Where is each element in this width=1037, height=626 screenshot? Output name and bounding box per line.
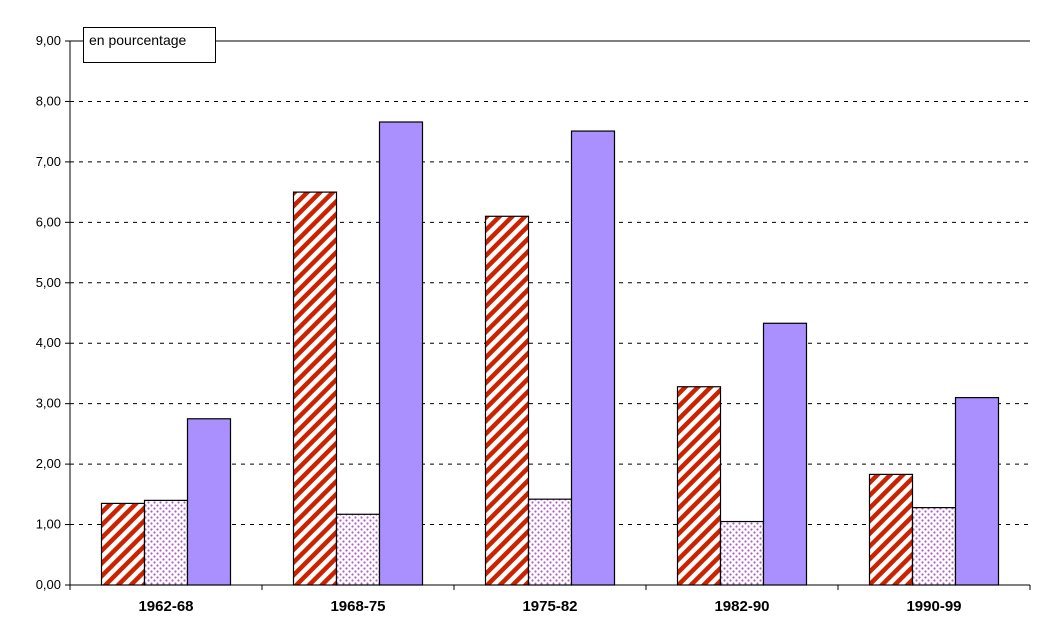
y-tick-label: 3,00 (36, 396, 61, 411)
x-tick-label: 1968-75 (330, 598, 385, 615)
bar-solid-1990-99 (954, 397, 1000, 586)
x-tick-label: 1982-90 (714, 598, 769, 615)
bar-dots-1968-75 (335, 513, 381, 586)
axes (65, 40, 1031, 590)
y-tick-label: 2,00 (36, 456, 61, 471)
tick-labels: 0,00 1,00 2,00 3,00 4,00 5,00 6,00 7,00 8,00 9,00… (36, 33, 962, 615)
bar-diagonal-stripes-1962-68 (100, 502, 146, 586)
bar-diagonal-stripes-1990-99 (868, 473, 914, 586)
bar-diagonal-stripes-1975-82 (484, 215, 530, 586)
y-tick-label: 4,00 (36, 335, 61, 350)
bar-solid-1968-75 (378, 121, 424, 586)
bar-dots-1982-90 (719, 520, 765, 586)
bar-dots-1962-68 (143, 499, 189, 586)
y-tick-label: 5,00 (36, 275, 61, 290)
y-tick-label: 7,00 (36, 154, 61, 169)
y-tick-label: 0,00 (36, 577, 61, 592)
bar-solid-1975-82 (570, 130, 616, 586)
bar-solid-1982-90 (762, 322, 808, 586)
bar-diagonal-stripes-1982-90 (676, 386, 722, 586)
bar-dots-1975-82 (527, 498, 573, 586)
x-tick-label: 1962-68 (138, 598, 193, 615)
bar-solid-1962-68 (186, 418, 232, 586)
y-tick-label: 6,00 (36, 214, 61, 229)
y-tick-label: 8,00 (36, 93, 61, 108)
bars (100, 121, 1000, 586)
bar-diagonal-stripes-1968-75 (292, 191, 338, 586)
y-tick-label: 1,00 (36, 517, 61, 532)
x-tick-label: 1990-99 (906, 598, 961, 615)
y-tick-label: 9,00 (36, 33, 61, 48)
bar-dots-1990-99 (911, 507, 957, 586)
unit-label: en pourcentage (83, 27, 216, 63)
x-tick-label: 1975-82 (522, 598, 577, 615)
